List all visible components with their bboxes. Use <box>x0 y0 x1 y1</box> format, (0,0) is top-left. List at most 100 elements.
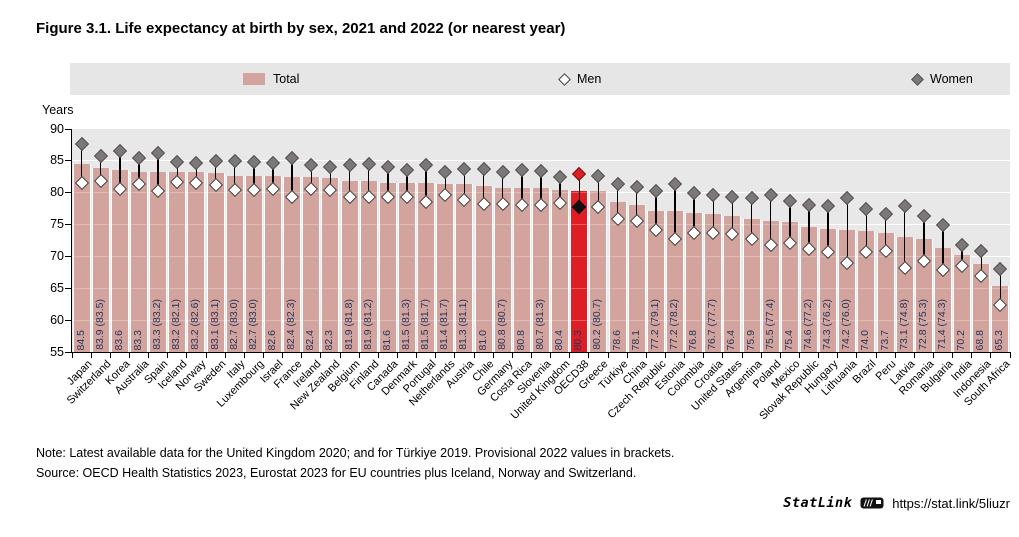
y-axis-tick-label: 65 <box>50 280 64 295</box>
women-diamond <box>533 163 549 179</box>
women-diamond <box>706 187 721 202</box>
x-axis-tick <box>798 353 800 358</box>
bar <box>302 177 321 352</box>
whisker <box>463 168 466 201</box>
bar <box>953 255 972 352</box>
bar-value-label: 84.5 <box>74 329 87 350</box>
bar <box>800 227 818 352</box>
bar <box>512 187 531 352</box>
bar-value-label: 81.5 (81.3) <box>400 299 412 350</box>
women-diamond <box>572 166 587 181</box>
x-axis-tick <box>492 353 494 358</box>
whisker <box>329 166 332 190</box>
x-axis-tick <box>760 353 762 358</box>
x-axis-tick <box>377 353 379 358</box>
bar <box>417 183 436 352</box>
x-axis-tick <box>952 353 954 358</box>
bar <box>110 169 129 352</box>
statlink: StatLink https://stat.link/5liuzr <box>783 495 1010 511</box>
women-diamond <box>361 156 376 172</box>
statlink-url[interactable]: https://stat.link/5liuzr <box>892 495 1010 511</box>
bar-value-label: 73.1 (74.8) <box>897 299 910 350</box>
women-diamond <box>265 155 281 170</box>
whisker <box>923 215 925 261</box>
whisker <box>616 184 619 219</box>
bar-value-label: 72.8 (75.3) <box>916 299 929 350</box>
x-axis-tick <box>416 353 418 358</box>
whisker <box>99 155 102 181</box>
whisker <box>157 153 159 191</box>
whisker <box>387 167 389 198</box>
bar-value-label: 81.3 (81.1) <box>457 299 470 350</box>
whisker <box>712 194 715 234</box>
x-axis-labels: Japan Switzerland Korea Australia Spain Icela… <box>64 356 1013 444</box>
x-axis-tick <box>626 353 628 358</box>
bar <box>570 190 589 352</box>
women-diamond <box>170 155 185 170</box>
men-open-diamond-icon <box>558 72 571 86</box>
source-text: Source: OECD Health Statistics 2023, Eur… <box>36 466 637 480</box>
bar-value-label: 70.2 <box>955 329 968 350</box>
women-diamond <box>514 162 529 177</box>
women-diamond <box>151 146 166 161</box>
whisker <box>731 197 734 235</box>
bar <box>493 187 512 352</box>
bar <box>589 191 608 352</box>
x-axis-tick <box>684 353 686 358</box>
x-axis-tick <box>875 353 877 358</box>
y-axis-tick <box>65 287 71 289</box>
whisker <box>827 206 829 252</box>
whisker <box>310 165 313 189</box>
bar-value-label: 71.4 (74.3) <box>936 299 948 350</box>
bar-value-label: 82.6 <box>266 329 278 350</box>
bar <box>780 222 799 352</box>
bar <box>244 175 263 352</box>
plot-area: 84.5 83.9 (83.5) 83.6 83.3 83.3 (83.2) 83.2 (… <box>65 128 1011 358</box>
x-axis-tick <box>435 353 437 358</box>
bar-value-label: 68.8 <box>974 329 987 350</box>
bar-value-label: 76.7 (77.7) <box>706 299 719 350</box>
whisker <box>578 173 581 208</box>
bar <box>666 210 684 352</box>
gridline-overlay <box>72 287 1010 289</box>
x-axis-tick <box>473 353 475 358</box>
whisker <box>789 200 791 244</box>
whisker <box>655 190 657 231</box>
whisker <box>425 164 427 203</box>
bar-value-label: 83.2 (82.1) <box>170 299 183 350</box>
gridline <box>72 160 1010 162</box>
women-diamond <box>955 237 970 253</box>
bar-value-label: 78.6 <box>610 329 623 350</box>
bar <box>149 171 168 352</box>
y-axis-tick-label: 85 <box>50 153 64 168</box>
whisker <box>769 195 772 245</box>
whisker <box>521 169 523 206</box>
women-diamond <box>591 169 606 184</box>
bar-value-label: 83.2 (82.6) <box>189 299 202 350</box>
bar <box>608 201 627 352</box>
y-axis-tick-label: 60 <box>50 312 64 327</box>
bar-value-label: 83.6 <box>112 329 125 350</box>
bar-value-label: 82.4 (82.3) <box>285 299 298 350</box>
bar-value-label: 81.5 (81.7) <box>419 299 432 350</box>
bar-value-label: 77.2 (78.2) <box>668 299 680 350</box>
x-axis-tick <box>186 353 188 358</box>
whisker <box>272 162 274 189</box>
x-axis-tick <box>282 353 284 358</box>
whisker <box>176 162 179 182</box>
bar-value-label: 80.8 (80.7) <box>495 299 508 350</box>
x-axis-tick <box>664 353 666 358</box>
y-axis-tick <box>65 319 71 321</box>
bar-value-label: 81.4 (81.7) <box>438 299 451 350</box>
gridline-overlay <box>72 255 1010 257</box>
note-text: Note: Latest available data for the Unit… <box>36 446 675 460</box>
women-diamond <box>246 155 261 170</box>
bar-value-label: 73.7 <box>878 329 891 350</box>
bar <box>455 184 474 352</box>
x-axis-tick <box>148 353 150 358</box>
bar <box>761 221 780 352</box>
bar-value-label: 80.7 (81.3) <box>534 299 546 350</box>
x-axis-tick <box>90 353 92 358</box>
legend-item-total: Total <box>243 63 299 95</box>
women-diamond <box>476 161 491 176</box>
